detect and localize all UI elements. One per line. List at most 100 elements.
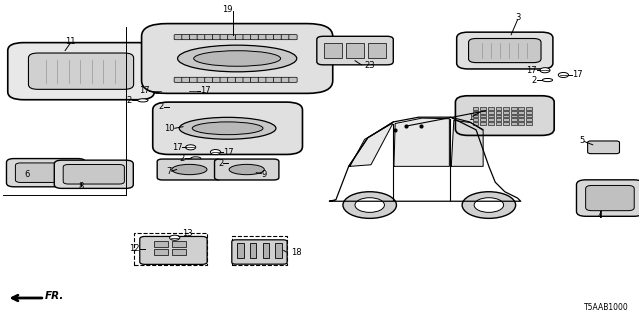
Bar bbox=[518, 111, 524, 114]
Bar bbox=[472, 122, 478, 125]
Bar bbox=[511, 107, 516, 110]
Bar bbox=[488, 111, 493, 114]
FancyBboxPatch shape bbox=[588, 141, 620, 154]
FancyBboxPatch shape bbox=[220, 35, 228, 40]
Circle shape bbox=[186, 145, 196, 150]
FancyBboxPatch shape bbox=[273, 77, 282, 82]
Bar bbox=[518, 118, 524, 121]
FancyBboxPatch shape bbox=[577, 180, 640, 216]
Text: 2: 2 bbox=[531, 76, 537, 84]
Circle shape bbox=[355, 198, 385, 212]
Ellipse shape bbox=[172, 164, 207, 175]
FancyBboxPatch shape bbox=[259, 77, 266, 82]
FancyBboxPatch shape bbox=[259, 35, 266, 40]
Text: 1: 1 bbox=[468, 113, 473, 122]
Bar bbox=[495, 107, 501, 110]
Circle shape bbox=[540, 68, 550, 73]
FancyBboxPatch shape bbox=[214, 159, 279, 180]
FancyBboxPatch shape bbox=[63, 164, 124, 184]
Bar bbox=[472, 115, 478, 117]
FancyBboxPatch shape bbox=[153, 102, 303, 155]
Ellipse shape bbox=[170, 105, 180, 108]
Bar bbox=[232, 236, 287, 265]
Text: 12: 12 bbox=[129, 244, 140, 253]
Bar bbox=[154, 249, 168, 255]
Circle shape bbox=[462, 192, 516, 218]
Bar bbox=[511, 122, 516, 125]
Bar bbox=[172, 249, 186, 255]
Bar bbox=[172, 241, 186, 247]
Text: 5: 5 bbox=[579, 136, 584, 146]
Polygon shape bbox=[350, 124, 393, 166]
FancyBboxPatch shape bbox=[140, 236, 207, 264]
FancyBboxPatch shape bbox=[236, 35, 244, 40]
Bar bbox=[518, 115, 524, 117]
Bar bbox=[526, 111, 532, 114]
Text: 2: 2 bbox=[159, 102, 164, 111]
Ellipse shape bbox=[194, 51, 280, 66]
FancyBboxPatch shape bbox=[289, 77, 297, 82]
FancyBboxPatch shape bbox=[54, 160, 133, 188]
Circle shape bbox=[558, 72, 568, 77]
Bar bbox=[488, 118, 493, 121]
FancyBboxPatch shape bbox=[205, 35, 213, 40]
Bar bbox=[495, 118, 501, 121]
Bar bbox=[369, 43, 387, 58]
Bar bbox=[480, 118, 486, 121]
FancyBboxPatch shape bbox=[212, 35, 221, 40]
FancyBboxPatch shape bbox=[228, 35, 236, 40]
FancyBboxPatch shape bbox=[197, 77, 205, 82]
FancyBboxPatch shape bbox=[243, 77, 252, 82]
Bar bbox=[503, 115, 509, 117]
Text: 19: 19 bbox=[222, 5, 233, 14]
FancyBboxPatch shape bbox=[251, 77, 259, 82]
Text: 2: 2 bbox=[218, 159, 223, 168]
Polygon shape bbox=[394, 118, 449, 166]
Text: 17: 17 bbox=[526, 66, 537, 75]
Bar bbox=[495, 115, 501, 117]
Circle shape bbox=[152, 88, 163, 93]
FancyBboxPatch shape bbox=[457, 32, 553, 69]
FancyBboxPatch shape bbox=[232, 240, 287, 264]
Text: 3: 3 bbox=[515, 13, 520, 22]
Text: 2: 2 bbox=[180, 154, 185, 163]
Bar bbox=[511, 115, 516, 117]
Ellipse shape bbox=[179, 117, 276, 139]
Text: 17: 17 bbox=[223, 148, 234, 156]
FancyBboxPatch shape bbox=[281, 35, 289, 40]
FancyBboxPatch shape bbox=[174, 35, 182, 40]
Text: 9: 9 bbox=[261, 170, 267, 179]
Bar bbox=[511, 111, 516, 114]
Circle shape bbox=[343, 192, 396, 218]
Bar bbox=[346, 43, 364, 58]
Bar bbox=[503, 122, 509, 125]
FancyBboxPatch shape bbox=[174, 77, 182, 82]
Bar bbox=[472, 118, 478, 121]
FancyBboxPatch shape bbox=[281, 77, 289, 82]
FancyBboxPatch shape bbox=[317, 36, 394, 65]
FancyBboxPatch shape bbox=[141, 24, 333, 93]
Text: 17: 17 bbox=[172, 143, 182, 152]
FancyBboxPatch shape bbox=[289, 35, 297, 40]
FancyBboxPatch shape bbox=[197, 35, 205, 40]
FancyBboxPatch shape bbox=[8, 43, 154, 100]
Text: 7: 7 bbox=[166, 167, 172, 176]
FancyBboxPatch shape bbox=[586, 186, 634, 211]
Bar bbox=[262, 243, 269, 258]
Bar bbox=[526, 118, 532, 121]
Ellipse shape bbox=[177, 45, 297, 72]
Text: 2: 2 bbox=[127, 96, 132, 105]
Bar bbox=[503, 111, 509, 114]
FancyBboxPatch shape bbox=[15, 163, 77, 182]
Text: 10: 10 bbox=[164, 124, 175, 133]
Ellipse shape bbox=[229, 162, 239, 165]
Bar bbox=[237, 243, 244, 258]
Polygon shape bbox=[451, 120, 483, 166]
Text: FR.: FR. bbox=[45, 291, 64, 301]
FancyBboxPatch shape bbox=[266, 35, 274, 40]
Bar bbox=[495, 122, 501, 125]
Bar bbox=[472, 107, 478, 110]
Bar bbox=[526, 115, 532, 117]
Bar bbox=[488, 107, 493, 110]
Bar bbox=[480, 107, 486, 110]
